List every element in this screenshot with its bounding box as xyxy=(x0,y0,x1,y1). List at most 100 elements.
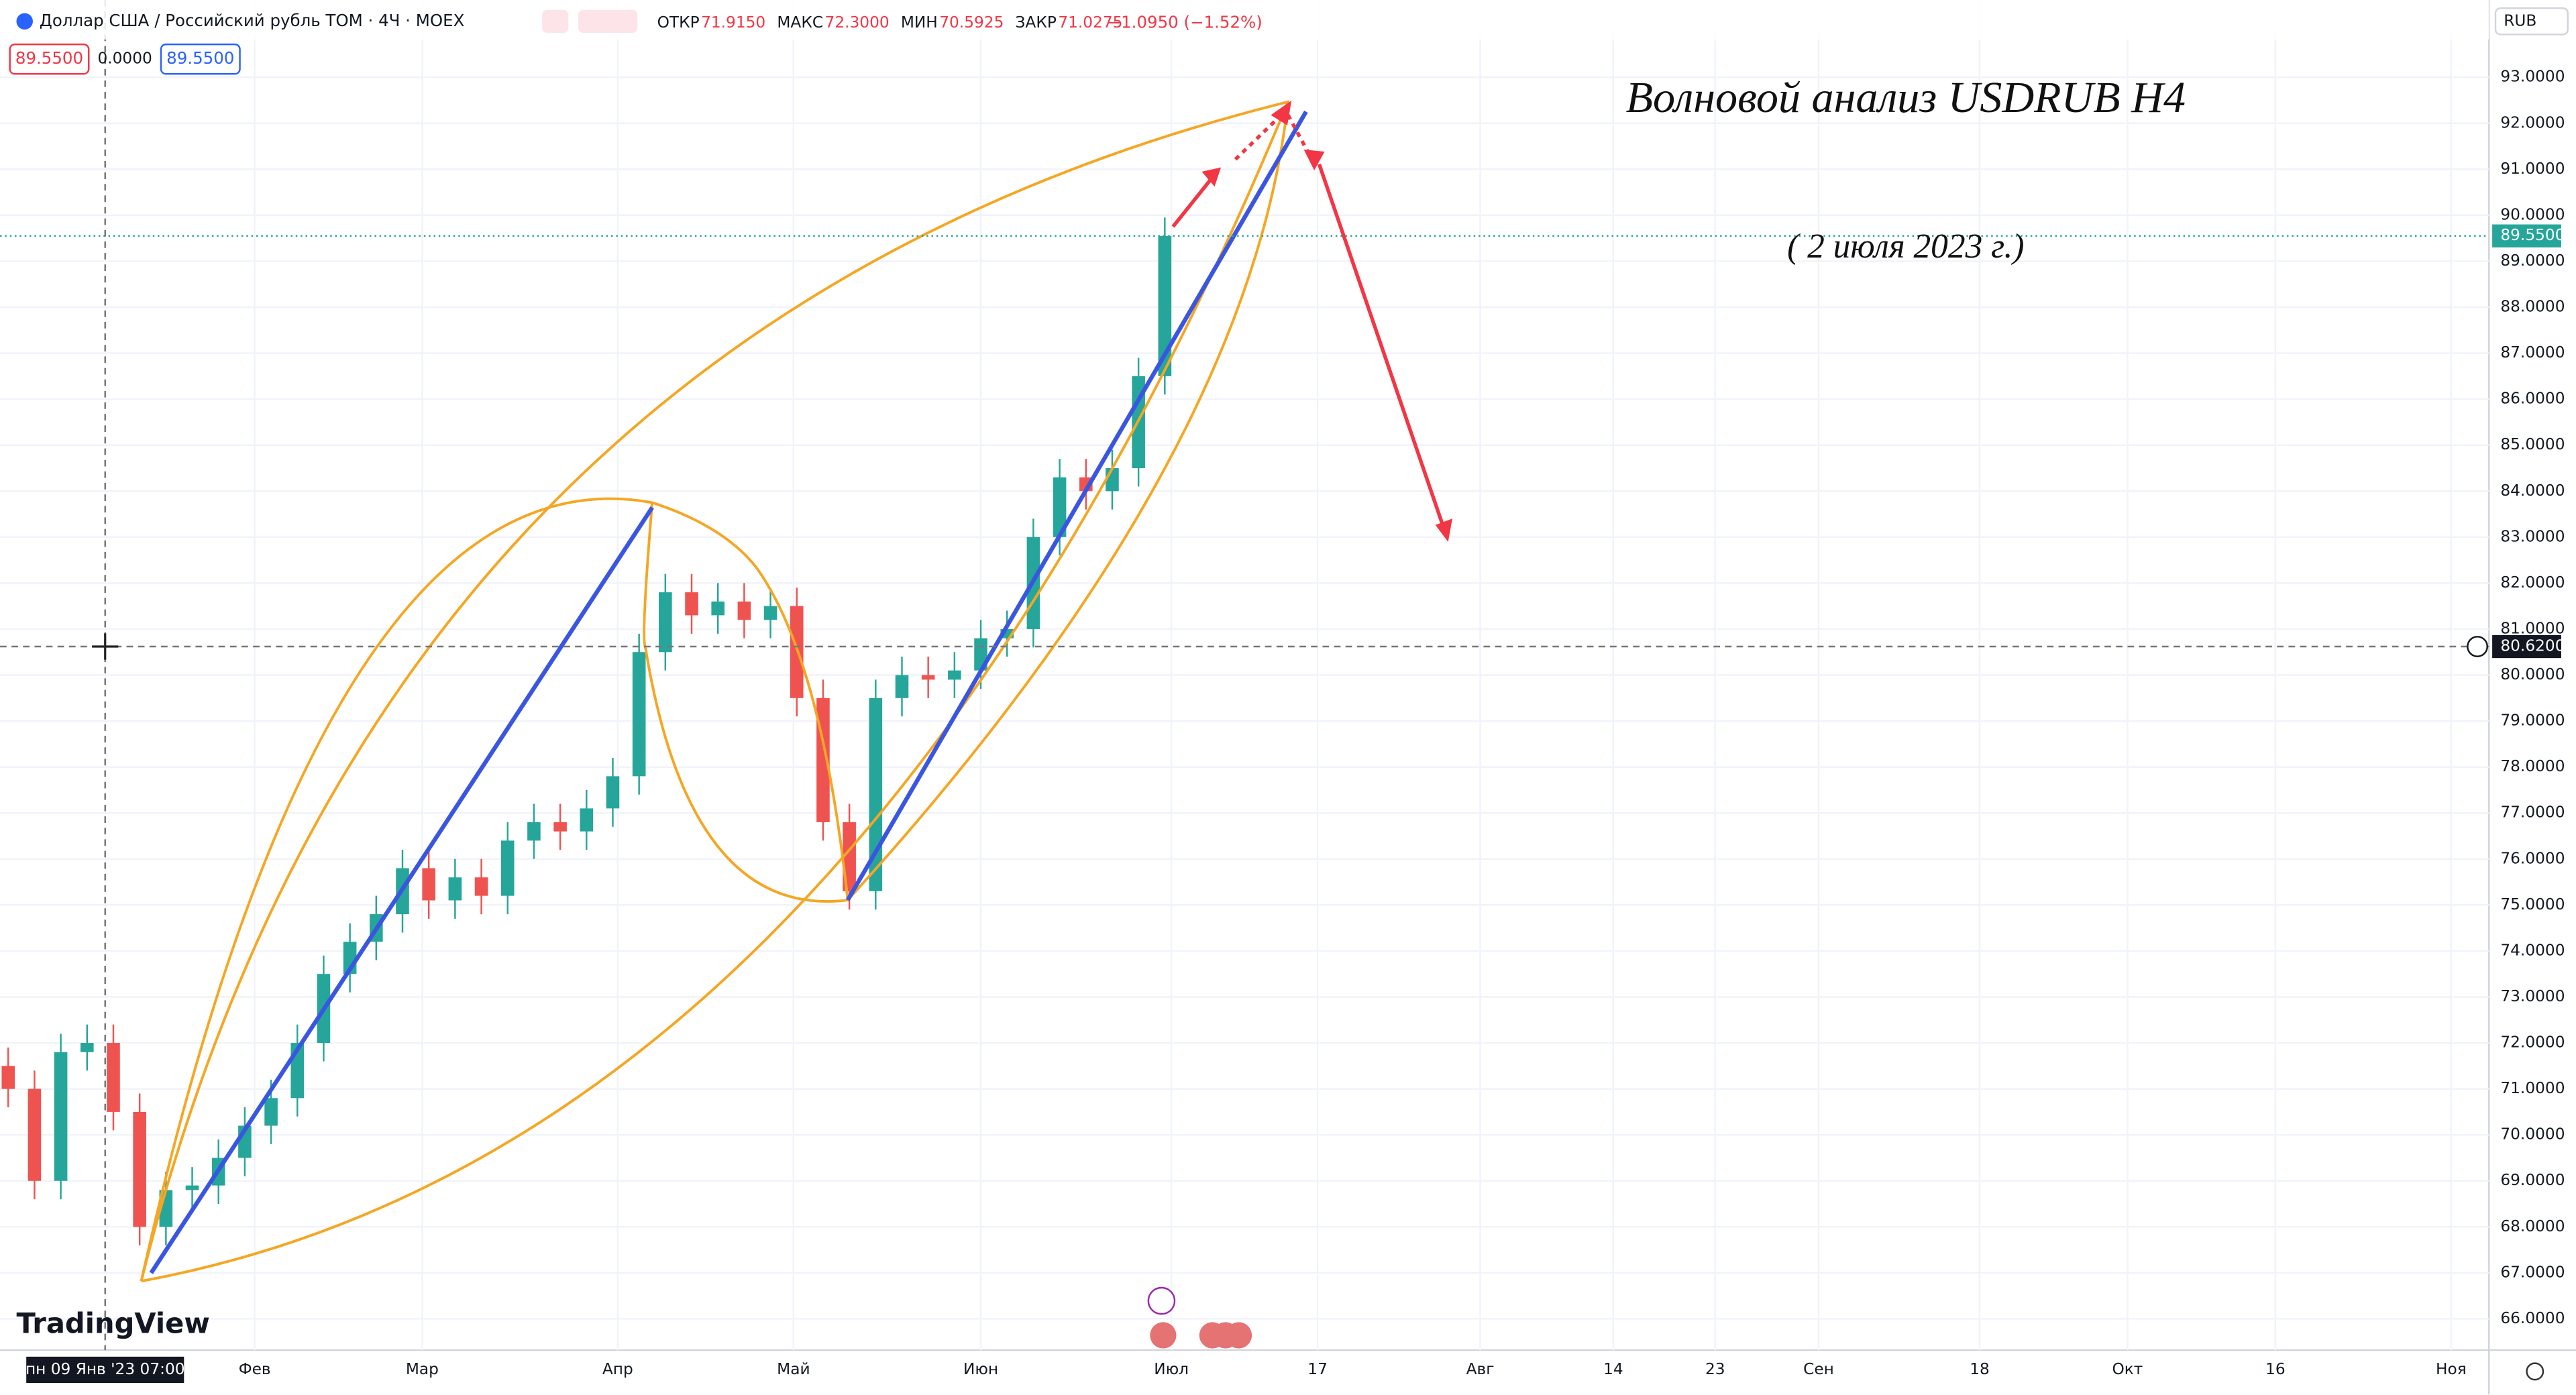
buy-button[interactable] xyxy=(160,43,241,75)
candle-body xyxy=(500,840,515,896)
y-tick-label: 79.0000 xyxy=(2500,712,2565,730)
y-tick-label: 85.0000 xyxy=(2500,435,2565,453)
ohlc-value: 70.5925 xyxy=(939,13,1004,32)
ohlc-value: 72.3000 xyxy=(825,13,890,32)
y-tick-label: 84.0000 xyxy=(2500,482,2565,500)
y-tick-label: 69.0000 xyxy=(2500,1171,2565,1189)
candle-body xyxy=(54,1052,68,1181)
y-tick-label: 72.0000 xyxy=(2500,1034,2565,1052)
y-tick-label: 77.0000 xyxy=(2500,803,2565,822)
arrow-down xyxy=(1317,164,1448,535)
x-tick-label: Авг xyxy=(1466,1360,1495,1378)
candle-body xyxy=(1158,235,1172,376)
y-tick-label: 71.0000 xyxy=(2500,1079,2565,1097)
candle-body xyxy=(606,776,620,809)
crosshair-time: пн 09 Янв '23 07:00 xyxy=(25,1360,185,1378)
ohlc-label: ЗАКР xyxy=(1016,13,1057,32)
sell-price: 89.5500 xyxy=(15,48,83,68)
candle-body xyxy=(1106,467,1119,492)
last-price-label: 89.5500 xyxy=(2500,226,2565,244)
change: −1.0950 (−1.52%) xyxy=(1108,12,1263,32)
x-tick-label: Сен xyxy=(1803,1360,1834,1378)
annotation-title: Волновой анализ USDRUB H4 xyxy=(1626,73,2186,122)
ohlc-label: МИН xyxy=(901,13,938,32)
candle-body xyxy=(711,601,724,616)
ohlc: ОТКР 71.9150 МАКС 72.3000 МИН 70.5925 ЗАКР 71.0… xyxy=(657,13,1123,32)
candle-body xyxy=(527,822,541,841)
x-tick-label: Июл xyxy=(1154,1360,1189,1378)
crosshair-time-bg xyxy=(26,1356,184,1384)
symbol-title: Доллар США / Российский рубль TOM · 4Ч ·… xyxy=(40,11,465,30)
time-axis: Фев Мар Апр Май Июн Июл 17 Авг 14 23 Сен 18 Окт 16 Ноя xyxy=(239,1360,2467,1378)
grid xyxy=(0,0,2489,1351)
crosshair-price-tag xyxy=(2492,634,2561,659)
candle-body xyxy=(1053,477,1067,537)
y-tick-label: 89.0000 xyxy=(2500,252,2565,270)
y-tick-label: 68.0000 xyxy=(2500,1217,2565,1235)
candle-body xyxy=(448,877,462,901)
y-tick-label: 76.0000 xyxy=(2500,849,2565,867)
candle-body xyxy=(28,1089,42,1181)
sell-button[interactable] xyxy=(9,43,90,75)
ohlc-label: ОТКР xyxy=(657,13,700,32)
x-tick-label: 18 xyxy=(1970,1360,1990,1378)
candle-body xyxy=(921,675,935,680)
crosshair-plus xyxy=(2467,636,2488,657)
currency-button[interactable] xyxy=(2494,7,2569,36)
header-bg xyxy=(0,0,2489,40)
price-axis: 66.0000 67.0000 68.0000 69.0000 70.0000 71.00… xyxy=(2467,68,2565,1327)
settings-icon[interactable] xyxy=(2526,1362,2544,1381)
candle-body xyxy=(422,868,435,901)
candle-body xyxy=(107,1043,120,1112)
y-tick-label: 82.0000 xyxy=(2500,573,2565,592)
spread: 0.0000 xyxy=(97,50,152,68)
y-tick-label: 74.0000 xyxy=(2500,941,2565,959)
y-tick-label: 93.0000 xyxy=(2500,68,2565,86)
wave-lines xyxy=(149,110,1308,1274)
event-flags xyxy=(1150,1322,1252,1349)
x-tick-label: 17 xyxy=(1307,1360,1328,1378)
y-tick-label: 78.0000 xyxy=(2500,757,2565,775)
candle-body xyxy=(763,606,777,620)
logo: TradingView xyxy=(16,1306,209,1339)
annotation-date: ( 2 июля 2023 г.) xyxy=(1787,227,2024,266)
y-tick-label: 75.0000 xyxy=(2500,895,2565,913)
y-tick-label: 66.0000 xyxy=(2500,1309,2565,1327)
crosshair-price-label: 80.6200 xyxy=(2500,637,2565,655)
x-tick-label: 16 xyxy=(2265,1360,2286,1378)
candle-body xyxy=(553,822,567,832)
y-tick-label: 67.0000 xyxy=(2500,1263,2565,1281)
x-tick-label: 23 xyxy=(1705,1360,1725,1378)
button[interactable] xyxy=(578,9,638,33)
candle-body xyxy=(632,652,646,777)
candle-body xyxy=(133,1111,146,1227)
candle-body xyxy=(80,1043,94,1052)
x-tick-label: Фев xyxy=(239,1360,271,1378)
candle-body xyxy=(264,1098,278,1126)
y-tick-label: 80.0000 xyxy=(2500,665,2565,683)
candle-body xyxy=(895,675,909,698)
candle-body xyxy=(1,1066,15,1089)
y-tick-label: 73.0000 xyxy=(2500,987,2565,1005)
candle-body xyxy=(948,670,961,680)
candle-body xyxy=(185,1185,199,1190)
button[interactable] xyxy=(542,9,569,33)
y-tick-label: 81.0000 xyxy=(2500,619,2565,637)
x-tick-label: Окт xyxy=(2112,1360,2143,1378)
y-tick-label: 91.0000 xyxy=(2500,160,2565,178)
x-tick-label: Ноя xyxy=(2436,1360,2467,1378)
y-tick-label: 92.0000 xyxy=(2500,113,2565,131)
x-tick-label: 14 xyxy=(1603,1360,1623,1378)
ohlc-value: 71.9150 xyxy=(701,13,765,32)
event-icon[interactable] xyxy=(1147,1286,1176,1315)
x-tick-label: Май xyxy=(777,1360,810,1378)
drawings xyxy=(140,100,1452,1283)
x-tick-label: Июн xyxy=(963,1360,998,1378)
y-tick-label: 87.0000 xyxy=(2500,343,2565,361)
last-price-tag xyxy=(2492,224,2561,247)
ohlc-label: МАКС xyxy=(777,13,823,32)
y-tick-label: 70.0000 xyxy=(2500,1125,2565,1143)
outer-arc-bottom xyxy=(141,101,1289,1283)
